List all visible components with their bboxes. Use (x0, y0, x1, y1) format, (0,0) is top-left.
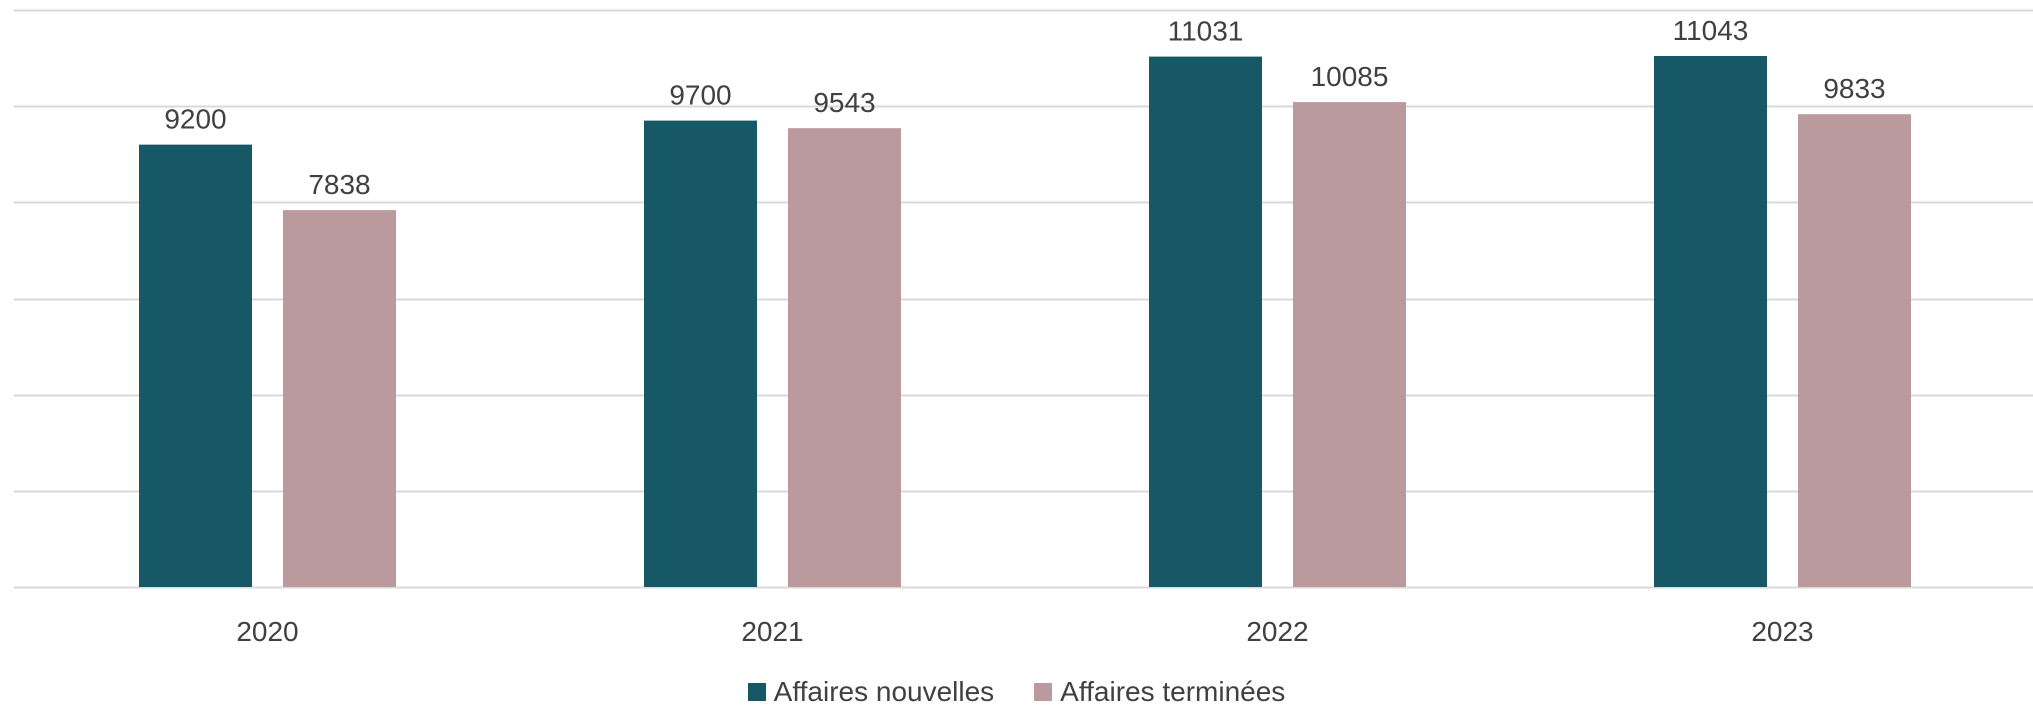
x-tick-label-2022: 2022 (1246, 616, 1308, 647)
legend-swatch-series-1 (747, 683, 766, 701)
data-label-terminees-2023: 9833 (1823, 73, 1885, 104)
bar-terminees-2022 (1293, 102, 1406, 587)
legend-swatch-series-2 (1034, 683, 1053, 701)
data-label-terminees-2022: 10085 (1311, 61, 1389, 92)
bar-terminees-2021 (788, 128, 901, 587)
data-label-nouvelles-2022: 11031 (1168, 16, 1244, 47)
x-tick-label-2020: 2020 (236, 616, 298, 647)
legend-item-series-2: Affaires terminées (1034, 676, 1285, 708)
bar-nouvelles-2020 (139, 144, 252, 587)
data-label-nouvelles-2023: 11043 (1673, 15, 1749, 46)
bar-terminees-2020 (283, 210, 396, 587)
bar-nouvelles-2021 (644, 120, 757, 587)
data-label-nouvelles-2021: 9700 (669, 80, 731, 111)
bar-nouvelles-2022 (1149, 56, 1262, 587)
legend-label-series-2: Affaires terminées (1060, 676, 1286, 707)
x-tick-label-2023: 2023 (1751, 616, 1813, 647)
legend-label-series-1: Affaires nouvelles (773, 676, 995, 707)
legend: Affaires nouvelles Affaires terminées (0, 676, 2033, 708)
bar-chart: 9200 7838 9700 9543 11031 10085 11043 9833 2020… (14, 9, 2033, 647)
bars (139, 56, 1911, 588)
x-axis: 2020 2021 2022 2023 (236, 616, 1813, 647)
bar-terminees-2023 (1798, 114, 1911, 587)
data-label-nouvelles-2020: 9200 (164, 104, 226, 135)
x-tick-label-2021: 2021 (741, 616, 803, 647)
legend-item-series-1: Affaires nouvelles (747, 676, 995, 708)
bar-nouvelles-2023 (1654, 56, 1767, 588)
data-label-terminees-2020: 7838 (308, 169, 370, 200)
data-label-terminees-2021: 9543 (813, 87, 875, 118)
data-labels: 9200 7838 9700 9543 11031 10085 11043 9833 (164, 15, 1885, 200)
